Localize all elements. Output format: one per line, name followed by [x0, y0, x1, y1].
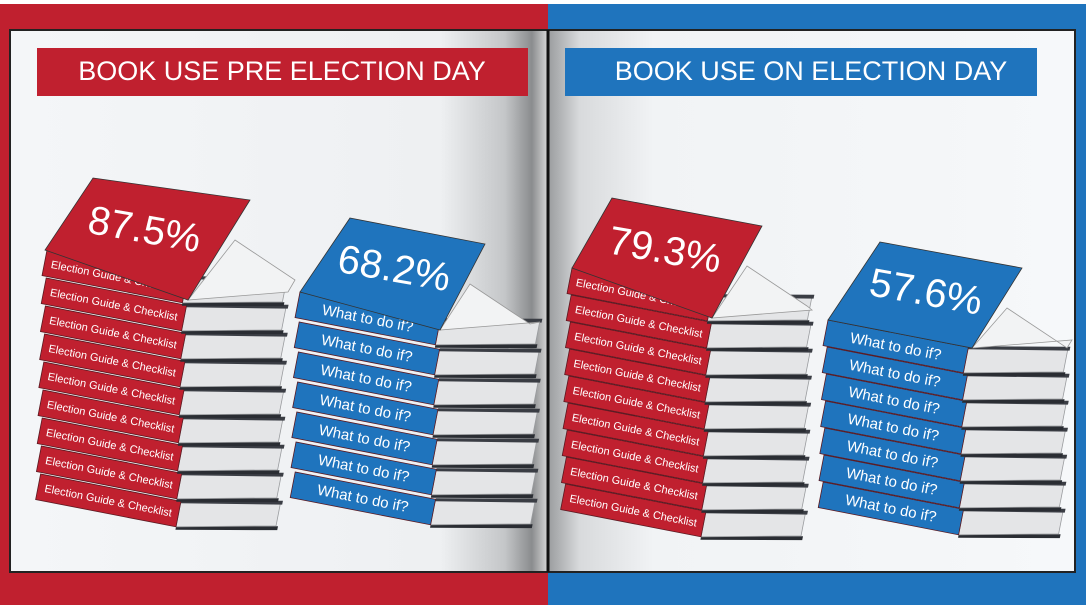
panel-title: BOOK USE PRE ELECTION DAY [78, 56, 486, 86]
top-edge [0, 0, 1086, 4]
panel-title: BOOK USE ON ELECTION DAY [615, 56, 1008, 86]
infographic: BOOK USE PRE ELECTION DAY BOOK USE ON EL… [0, 0, 1086, 605]
page: BOOK USE PRE ELECTION DAY BOOK USE ON EL… [0, 0, 1086, 605]
